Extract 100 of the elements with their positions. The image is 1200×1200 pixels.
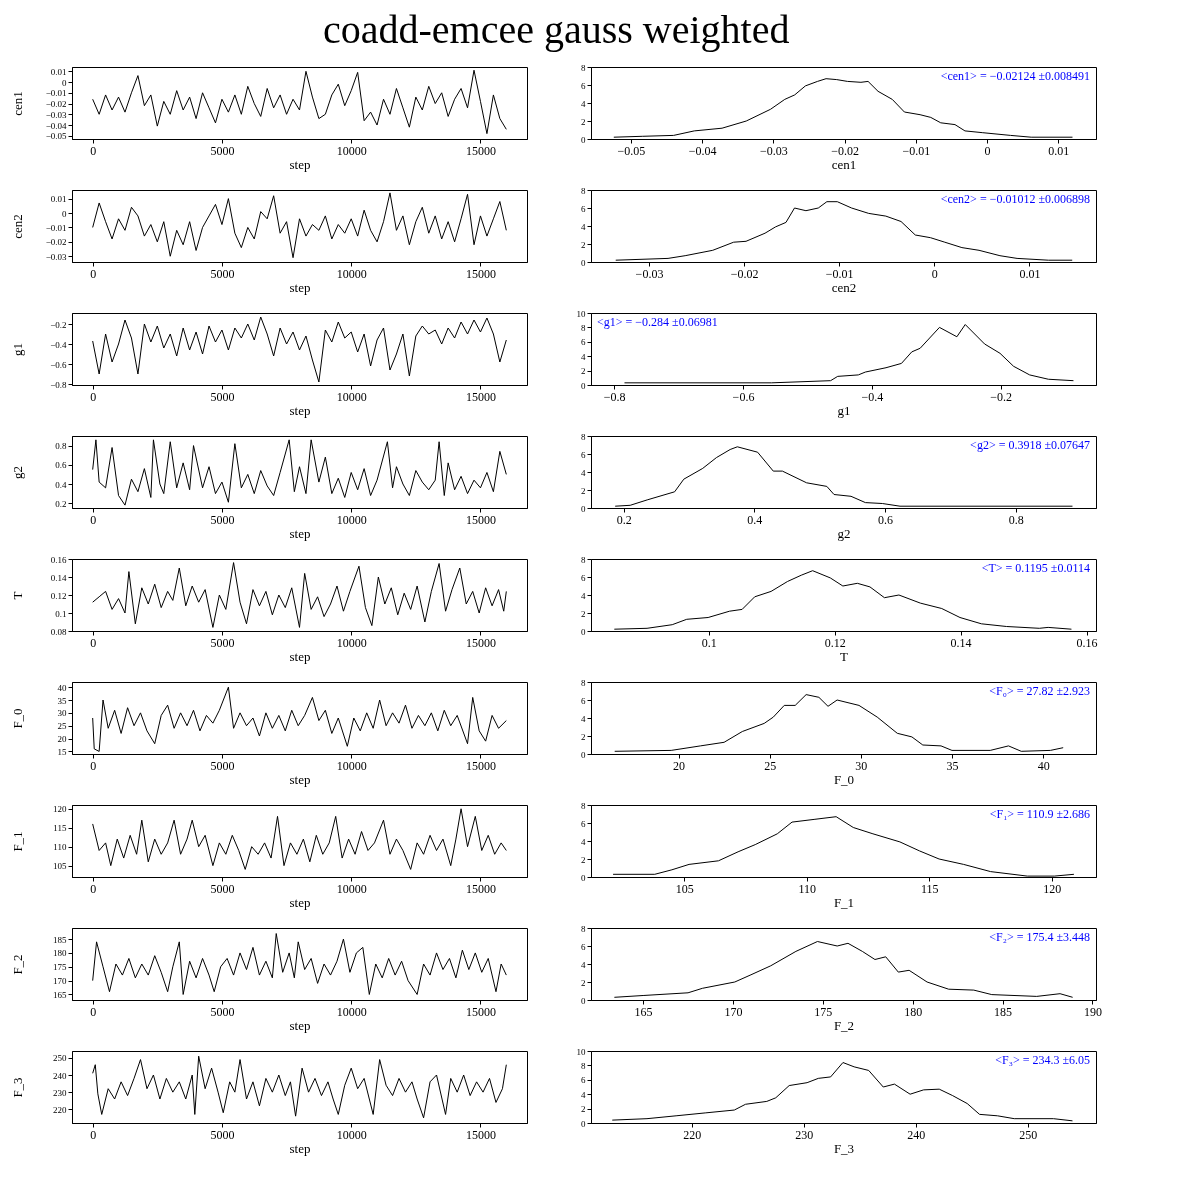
x-tick-label: 230 bbox=[795, 1127, 814, 1142]
x-tick-label: 0 bbox=[90, 1127, 97, 1142]
y-tick-label: 0.01 bbox=[50, 194, 67, 205]
x-tick-label: 15000 bbox=[465, 758, 496, 773]
x-axis-title: g1 bbox=[837, 402, 851, 418]
x-tick-label: 40 bbox=[1037, 758, 1050, 773]
x-tick-label: −0.01 bbox=[825, 266, 854, 281]
x-tick-label: 25 bbox=[764, 758, 777, 773]
x-tick-label: 15000 bbox=[465, 512, 496, 527]
annotation: <g1> = −0.284 ±0.06981 bbox=[597, 315, 718, 329]
x-tick-label: −0.01 bbox=[902, 143, 931, 158]
x-axis-title: step bbox=[289, 894, 311, 910]
annotation: <g2> = 0.3918 ±0.07647 bbox=[970, 438, 1090, 452]
x-tick-label: 240 bbox=[907, 1127, 926, 1142]
y-tick-label: 2 bbox=[581, 366, 586, 377]
annotation: <F₀> = 27.82 ±2.923 bbox=[989, 684, 1090, 698]
annotation: <F₂> = 175.4 ±3.448 bbox=[989, 930, 1090, 944]
line-series bbox=[92, 1055, 507, 1119]
y-tick-label: 0.14 bbox=[50, 572, 67, 583]
x-tick-label: 15000 bbox=[465, 143, 496, 158]
y-tick-label: −0.01 bbox=[45, 88, 67, 99]
y-tick-label: 2 bbox=[581, 608, 586, 619]
y-tick-label: 8 bbox=[581, 554, 586, 565]
x-tick-label: 10000 bbox=[336, 881, 367, 896]
y-tick-label: 105 bbox=[53, 861, 67, 872]
x-tick-label: 0.12 bbox=[824, 635, 846, 650]
y-tick-label: 2 bbox=[581, 239, 586, 250]
y-axis-title: g2 bbox=[9, 466, 25, 479]
y-tick-label: 8 bbox=[581, 62, 586, 73]
y-tick-label: 110 bbox=[53, 842, 67, 853]
y-tick-label: 0 bbox=[581, 134, 586, 145]
y-tick-label: 0 bbox=[62, 77, 67, 88]
y-tick-label: 4 bbox=[581, 713, 586, 724]
x-axis-title: F_3 bbox=[833, 1140, 855, 1156]
x-axis-title: step bbox=[289, 402, 311, 418]
x-tick-label: 175 bbox=[814, 1004, 833, 1019]
x-axis-title: g2 bbox=[837, 525, 851, 541]
y-tick-label: 4 bbox=[581, 467, 586, 478]
line-series bbox=[92, 439, 507, 506]
x-tick-label: 10000 bbox=[336, 512, 367, 527]
y-tick-label: 8 bbox=[581, 1060, 586, 1071]
y-axis-title: cen1 bbox=[9, 91, 25, 116]
line-series bbox=[92, 69, 507, 135]
x-tick-label: −0.4 bbox=[861, 389, 884, 404]
x-tick-label: 0.1 bbox=[701, 635, 717, 650]
y-tick-label: 0.08 bbox=[50, 626, 67, 637]
annotation: <F₁> = 110.9 ±2.686 bbox=[989, 807, 1090, 821]
y-tick-label: 120 bbox=[53, 804, 67, 815]
y-tick-label: 8 bbox=[581, 800, 586, 811]
y-tick-label: 15 bbox=[57, 746, 67, 757]
y-tick-label: 230 bbox=[53, 1087, 67, 1098]
x-tick-label: −0.6 bbox=[732, 389, 755, 404]
x-tick-label: 180 bbox=[904, 1004, 923, 1019]
y-tick-label: 6 bbox=[581, 1075, 586, 1086]
y-tick-label: −0.4 bbox=[50, 339, 67, 350]
x-tick-label: 15000 bbox=[465, 1004, 496, 1019]
y-axis-title: F_0 bbox=[9, 708, 25, 729]
y-tick-label: 8 bbox=[581, 322, 586, 333]
x-tick-label: 30 bbox=[855, 758, 868, 773]
line-series bbox=[613, 941, 1074, 998]
x-tick-label: 5000 bbox=[210, 143, 235, 158]
y-tick-label: 6 bbox=[581, 941, 586, 952]
x-tick-label: 5000 bbox=[210, 758, 235, 773]
y-tick-label: 10 bbox=[576, 1046, 586, 1057]
x-tick-label: 10000 bbox=[336, 389, 367, 404]
x-tick-label: 5000 bbox=[210, 881, 235, 896]
x-tick-label: 5000 bbox=[210, 512, 235, 527]
line-series bbox=[92, 808, 507, 870]
x-axis-title: cen2 bbox=[831, 279, 857, 295]
y-tick-label: 35 bbox=[57, 695, 67, 706]
line-series bbox=[624, 324, 1074, 384]
line-series bbox=[92, 562, 507, 628]
x-tick-label: 250 bbox=[1019, 1127, 1038, 1142]
x-tick-label: 5000 bbox=[210, 635, 235, 650]
y-tick-label: −0.03 bbox=[45, 251, 67, 262]
y-tick-label: 10 bbox=[576, 308, 586, 319]
x-tick-label: 10000 bbox=[336, 266, 367, 281]
y-tick-label: 0 bbox=[581, 995, 586, 1006]
x-tick-label: 0 bbox=[90, 266, 97, 281]
y-tick-label: 2 bbox=[581, 1104, 586, 1115]
y-tick-label: 0.6 bbox=[55, 460, 67, 471]
y-tick-label: 4 bbox=[581, 590, 586, 601]
x-tick-label: 15000 bbox=[465, 266, 496, 281]
x-tick-label: −0.2 bbox=[990, 389, 1013, 404]
x-tick-label: −0.02 bbox=[730, 266, 759, 281]
x-tick-label: 0 bbox=[90, 635, 97, 650]
y-tick-label: 0 bbox=[581, 872, 586, 883]
y-axis-title: F_3 bbox=[9, 1077, 25, 1098]
x-tick-label: 190 bbox=[1083, 1004, 1102, 1019]
x-tick-label: 35 bbox=[946, 758, 959, 773]
chart-title: coadd-emcee gauss weighted bbox=[322, 6, 790, 52]
y-tick-label: 2 bbox=[581, 854, 586, 865]
x-axis-title: T bbox=[840, 648, 849, 664]
x-tick-label: 0 bbox=[90, 1004, 97, 1019]
annotation: <cen2> = −0.01012 ±0.006898 bbox=[940, 192, 1090, 206]
x-axis-title: cen1 bbox=[831, 156, 857, 172]
x-axis-title: F_1 bbox=[833, 894, 855, 910]
x-tick-label: −0.05 bbox=[617, 143, 646, 158]
x-tick-label: 185 bbox=[994, 1004, 1013, 1019]
x-tick-label: 165 bbox=[634, 1004, 653, 1019]
